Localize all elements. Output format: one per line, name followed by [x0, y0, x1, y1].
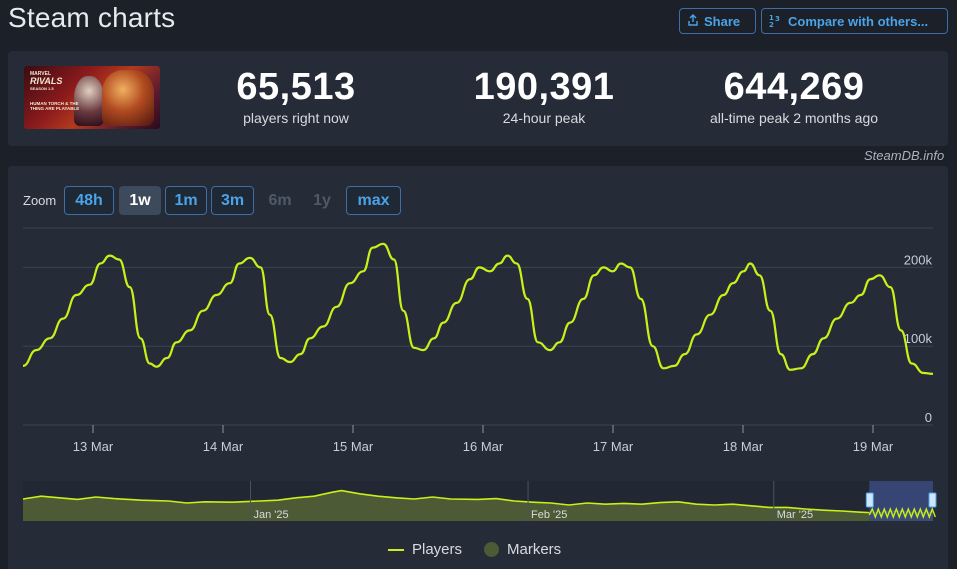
navigator-tick-label: Feb '25 — [531, 509, 567, 521]
x-tick-label: 13 Mar — [73, 439, 114, 454]
compare-label: Compare with others... — [788, 13, 929, 29]
x-tick-label: 19 Mar — [853, 439, 894, 454]
alltime-peak-stat: 644,269 all-time peak 2 months ago — [684, 65, 904, 126]
share-button[interactable]: Share — [679, 8, 756, 34]
legend-players-label: Players — [412, 541, 463, 558]
zoom-1m-button[interactable]: 1m — [165, 186, 207, 215]
y-tick-label: 0 — [925, 410, 932, 425]
peak-24h-value: 190,391 — [473, 66, 615, 108]
legend-dot-swatch — [484, 542, 499, 557]
svg-text:1: 1 — [769, 14, 774, 22]
peak-24h-label: 24-hour peak — [502, 110, 586, 126]
share-icon — [687, 13, 699, 29]
navigator-tick-label: Jan '25 — [254, 509, 289, 521]
zoom-1y-button: 1y — [313, 191, 331, 209]
navigator-handle — [865, 492, 874, 508]
players-now-stat: 65,513 players right now — [186, 65, 406, 126]
legend-line-swatch — [388, 548, 404, 551]
legend-markers[interactable]: Markers — [484, 541, 561, 558]
page-title: Steam charts — [8, 2, 176, 33]
hero-figure — [102, 70, 154, 126]
zoom-48h-button[interactable]: 48h — [64, 186, 114, 215]
players-now-label: players right now — [243, 110, 349, 126]
alltime-peak-value: 644,269 — [723, 66, 865, 108]
game-logo: MARVEL RIVALS SEASON 1.5 — [30, 71, 63, 91]
legend-markers-label: Markers — [507, 541, 562, 558]
x-tick-label: 16 Mar — [463, 439, 504, 454]
navigator-line — [22, 489, 934, 514]
peak-24h-stat: 190,391 24-hour peak — [434, 65, 654, 126]
game-capsule-image[interactable]: MARVEL RIVALS SEASON 1.5 HUMAN TORCH & T… — [24, 66, 160, 129]
navigator-tick-label: Mar '25 — [777, 509, 813, 521]
legend-players[interactable]: Players — [388, 541, 462, 558]
zoom-max-button[interactable]: max — [346, 186, 401, 215]
x-tick-label: 15 Mar — [333, 439, 374, 454]
alltime-peak-label: all-time peak 2 months ago — [709, 110, 879, 126]
players-now-value: 65,513 — [236, 66, 356, 108]
y-tick-label: 200k — [904, 252, 933, 267]
zoom-6m-button: 6m — [268, 191, 292, 209]
hero-figure — [74, 76, 104, 126]
x-tick-label: 14 Mar — [203, 439, 244, 454]
steamdb-credit-link[interactable]: SteamDB.info — [864, 148, 945, 163]
navigator-selection-line — [868, 507, 936, 519]
game-tagline: HUMAN TORCH & THE THING ARE PLAYABLE — [30, 101, 80, 112]
x-tick-label: 17 Mar — [593, 439, 634, 454]
y-tick-label: 100k — [904, 331, 933, 346]
navigator-handle — [928, 492, 937, 508]
x-tick-label: 18 Mar — [723, 439, 764, 454]
zoom-label: Zoom — [23, 193, 57, 208]
zoom-3m-button[interactable]: 3m — [211, 186, 254, 215]
zoom-1w-button[interactable]: 1w — [119, 186, 161, 215]
svg-text:3: 3 — [775, 15, 780, 23]
share-label: Share — [704, 13, 741, 29]
stats-panel: MARVEL RIVALS SEASON 1.5 HUMAN TORCH & T… — [8, 51, 948, 146]
players-series-line — [22, 242, 934, 375]
svg-text:2: 2 — [769, 21, 774, 27]
